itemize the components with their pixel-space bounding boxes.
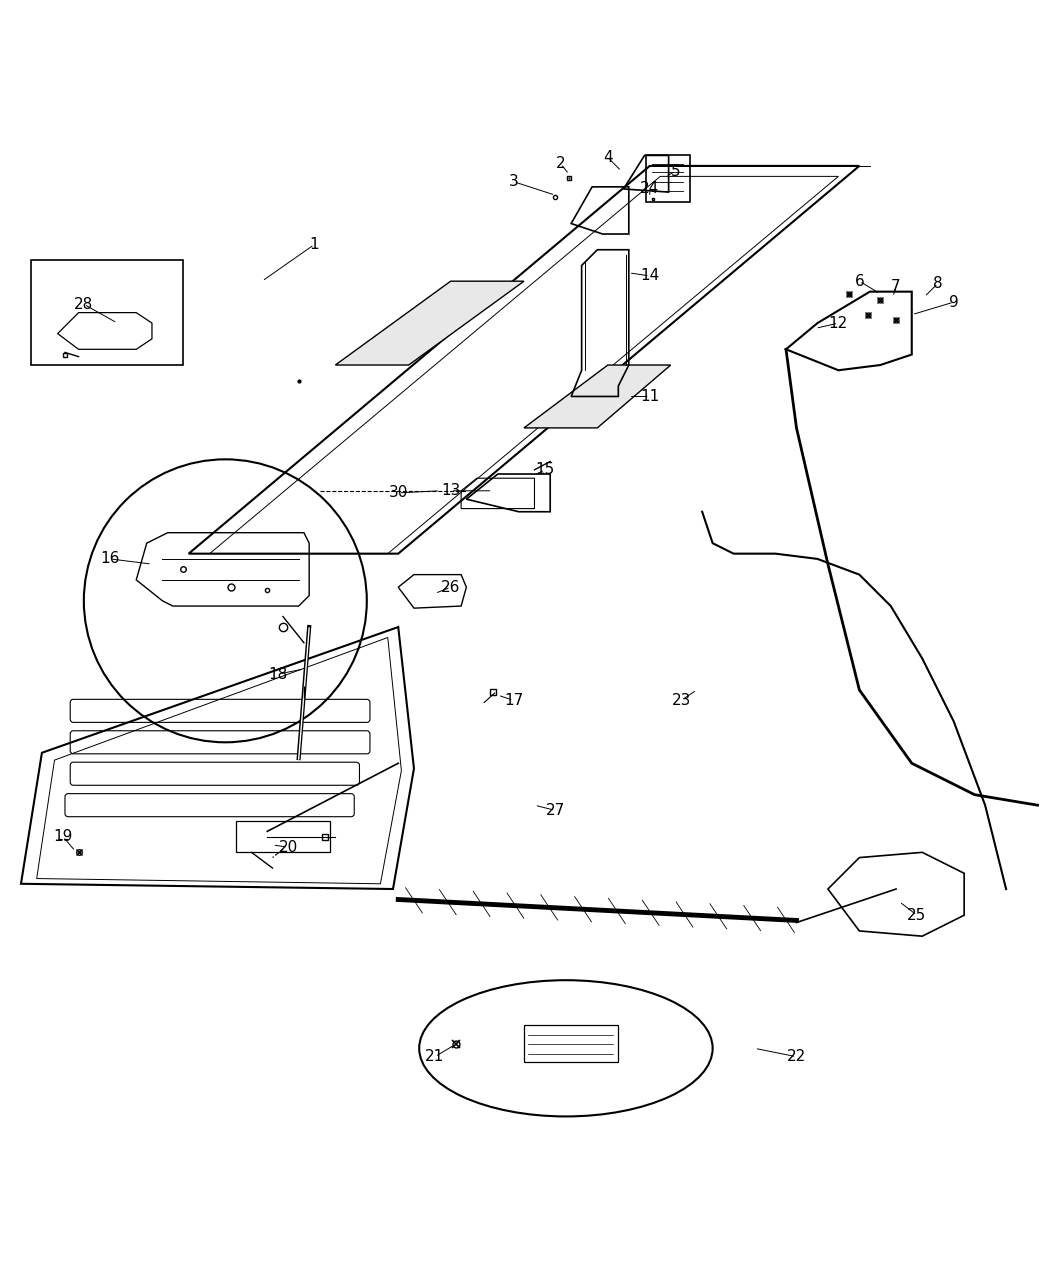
Text: 1: 1 xyxy=(309,237,320,252)
Text: 13: 13 xyxy=(441,483,460,499)
Text: 4: 4 xyxy=(603,150,613,164)
Text: 21: 21 xyxy=(425,1049,444,1065)
Text: 18: 18 xyxy=(268,667,287,682)
Text: 6: 6 xyxy=(854,274,865,288)
Text: 2: 2 xyxy=(555,157,566,171)
Bar xyxy=(236,821,330,853)
Text: 14: 14 xyxy=(640,269,659,283)
Text: 24: 24 xyxy=(640,181,659,196)
Text: 12: 12 xyxy=(829,316,848,330)
Text: 30: 30 xyxy=(389,486,408,500)
Text: 11: 11 xyxy=(640,389,659,404)
Text: 26: 26 xyxy=(441,580,460,594)
Text: 19: 19 xyxy=(53,829,72,844)
Text: 27: 27 xyxy=(546,803,565,819)
Text: 15: 15 xyxy=(536,463,554,477)
Text: 23: 23 xyxy=(672,692,691,708)
Bar xyxy=(524,1025,618,1062)
Text: 25: 25 xyxy=(908,908,926,923)
Bar xyxy=(31,260,183,365)
Text: 8: 8 xyxy=(933,275,943,291)
Text: 22: 22 xyxy=(787,1049,806,1065)
Text: 9: 9 xyxy=(948,295,959,310)
Text: 5: 5 xyxy=(671,163,681,179)
Polygon shape xyxy=(524,365,671,428)
Text: 7: 7 xyxy=(891,279,901,295)
Text: 28: 28 xyxy=(74,297,93,311)
Text: 20: 20 xyxy=(279,840,298,854)
Text: 17: 17 xyxy=(504,692,523,708)
Text: 16: 16 xyxy=(101,551,119,566)
Text: 3: 3 xyxy=(508,175,519,189)
Polygon shape xyxy=(335,282,524,365)
